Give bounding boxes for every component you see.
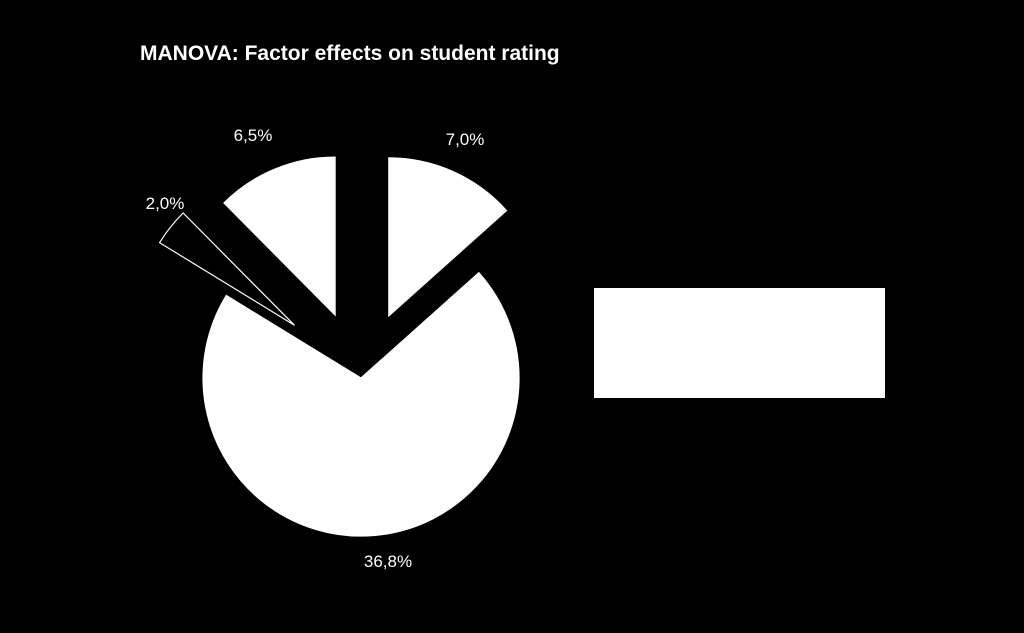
pie-slice-label-1: 36,8% bbox=[364, 552, 412, 571]
pie-slice-label-3: 6,5% bbox=[234, 126, 273, 145]
pie-slice-1 bbox=[202, 271, 520, 537]
pie-slice-label-2: 2,0% bbox=[146, 194, 185, 213]
pie-slices bbox=[158, 156, 520, 537]
legend-box bbox=[594, 288, 885, 398]
chart-title: MANOVA: Factor effects on student rating bbox=[140, 42, 560, 65]
pie-labels: 7,0% 36,8% 2,0% 6,5% bbox=[146, 126, 485, 571]
pie-slice-0 bbox=[388, 157, 508, 318]
pie-slice-label-0: 7,0% bbox=[446, 130, 485, 149]
pie-slice-3 bbox=[223, 156, 336, 317]
pie-slice-2 bbox=[158, 212, 295, 326]
